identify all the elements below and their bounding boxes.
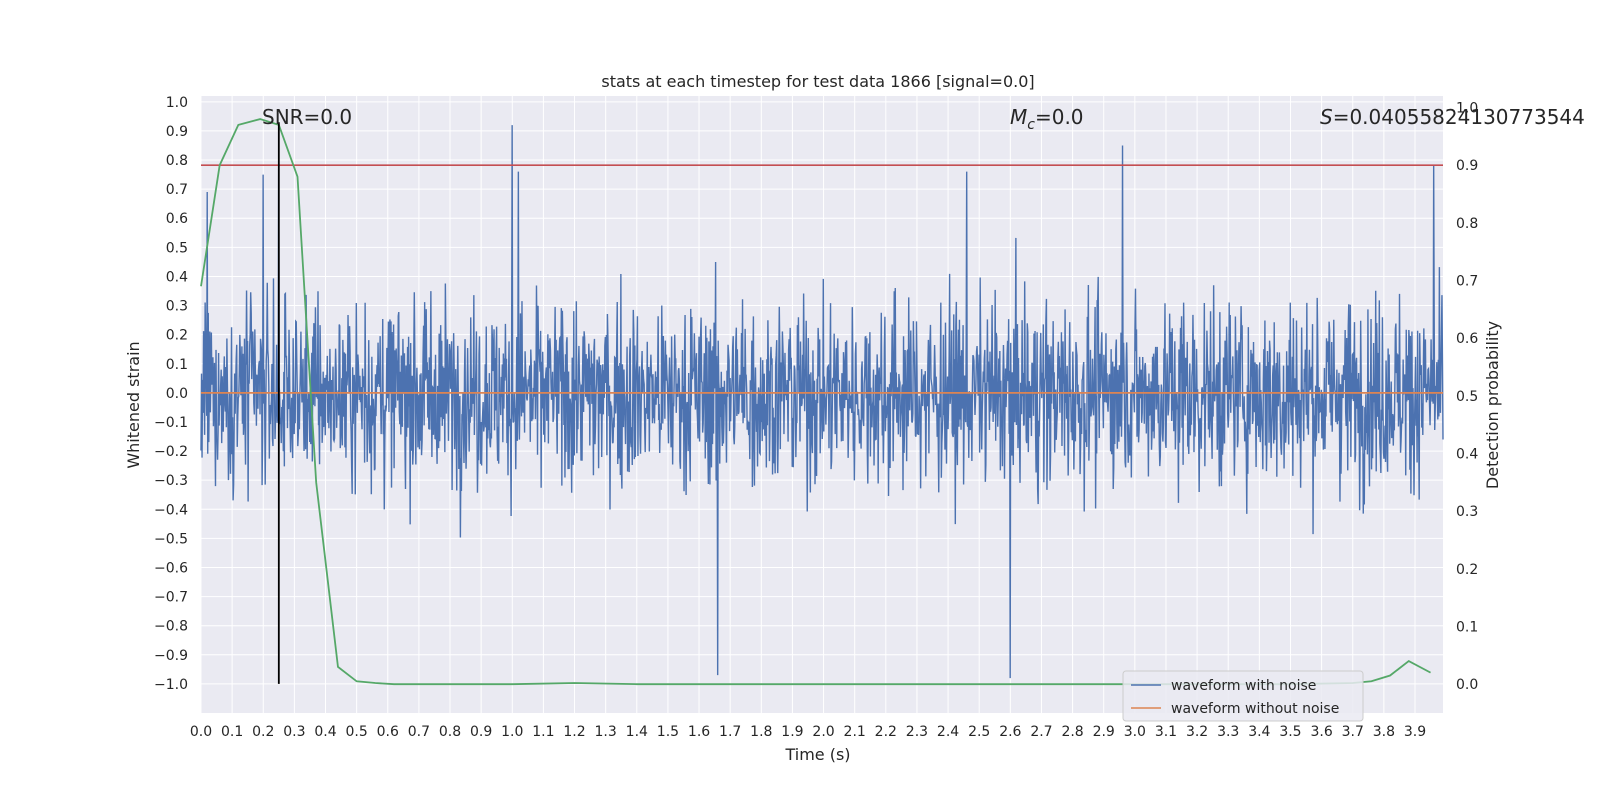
y2-tick-label: 0.8 — [1456, 216, 1478, 232]
x-tick-label: 3.6 — [1310, 724, 1332, 740]
y2-tick-label: 0.6 — [1456, 331, 1478, 347]
legend-label-clean: waveform without noise — [1171, 701, 1339, 717]
y2-tick-label: 0.5 — [1456, 389, 1478, 405]
x-tick-label: 0.4 — [314, 724, 336, 740]
x-tick-label: 2.7 — [1030, 724, 1052, 740]
y2-tick-label: 0.4 — [1456, 447, 1478, 463]
y-tick-label: 1.0 — [166, 95, 188, 111]
series-waveform-with-noise — [200, 125, 1444, 679]
y-tick-label: −0.2 — [154, 444, 188, 460]
y-tick-label: −0.7 — [154, 590, 188, 606]
y-tick-label: 0.2 — [166, 328, 188, 344]
y-axis-label: Whitened strain — [124, 341, 143, 468]
y-tick-label: 0.0 — [166, 386, 188, 402]
snr-annotation: SNR=0.0 — [262, 105, 352, 129]
x-tick-label: 2.8 — [1061, 724, 1083, 740]
x-tick-label: 0.9 — [470, 724, 492, 740]
y2-tick-label: 1.0 — [1456, 101, 1478, 117]
y-tick-label: −0.8 — [154, 619, 188, 635]
x-tick-label: 1.9 — [781, 724, 803, 740]
x-tick-label: 2.3 — [906, 724, 928, 740]
x-tick-label: 3.8 — [1373, 724, 1395, 740]
x-tick-label: 3.5 — [1279, 724, 1301, 740]
x-tick-label: 2.4 — [937, 724, 959, 740]
y-tick-label: −0.4 — [154, 502, 188, 518]
y-tick-label: 0.7 — [166, 182, 188, 198]
y2-tick-label: 0.9 — [1456, 158, 1478, 174]
x-tick-label: 1.6 — [688, 724, 710, 740]
y-tick-label: 0.4 — [166, 269, 188, 285]
chart-title: stats at each timestep for test data 186… — [601, 72, 1034, 91]
s-symbol: S — [1320, 105, 1333, 129]
x-tick-label: 0.0 — [190, 724, 212, 740]
y-tick-label: −0.9 — [154, 648, 188, 664]
x-tick-label: 3.9 — [1404, 724, 1426, 740]
x-tick-label: 0.8 — [439, 724, 461, 740]
x-tick-label: 0.1 — [221, 724, 243, 740]
legend-box — [1122, 670, 1364, 722]
legend-label-noise: waveform with noise — [1171, 678, 1316, 694]
x-tick-label: 1.7 — [719, 724, 741, 740]
y-tick-label: −0.5 — [154, 531, 188, 547]
y-tick-label: −1.0 — [154, 677, 188, 693]
y-tick-label: −0.1 — [154, 415, 188, 431]
x-tick-label: 3.4 — [1248, 724, 1270, 740]
x-tick-label: 0.3 — [283, 724, 305, 740]
y-tick-label: 0.3 — [166, 299, 188, 315]
y-tick-label: 0.8 — [166, 153, 188, 169]
mc-symbol: M — [1010, 105, 1027, 129]
x-tick-label: 3.0 — [1124, 724, 1146, 740]
x-tick-label: 0.7 — [408, 724, 430, 740]
x-tick-label: 2.0 — [812, 724, 834, 740]
y2-tick-label: 0.3 — [1456, 504, 1478, 520]
mc-subscript: c — [1027, 117, 1035, 133]
x-tick-label: 0.5 — [346, 724, 368, 740]
x-tick-label: 1.2 — [563, 724, 585, 740]
s-value: =0.04055824130773544 — [1333, 105, 1585, 129]
mc-annotation: Mc=0.0 — [1010, 105, 1084, 133]
y2-tick-label: 0.0 — [1456, 677, 1478, 693]
x-tick-label: 0.2 — [252, 724, 274, 740]
y-tick-label: 0.1 — [166, 357, 188, 373]
x-tick-label: 3.1 — [1155, 724, 1177, 740]
y-tick-label: 0.5 — [166, 240, 188, 256]
x-tick-label: 2.1 — [844, 724, 866, 740]
x-tick-label: 1.1 — [532, 724, 554, 740]
x-tick-label: 2.2 — [875, 724, 897, 740]
y-tick-label: 0.6 — [166, 211, 188, 227]
x-tick-label: 1.0 — [501, 724, 523, 740]
x-tick-label: 3.3 — [1217, 724, 1239, 740]
y2-tick-label: 0.2 — [1456, 562, 1478, 578]
y2-tick-label: 0.7 — [1456, 274, 1478, 290]
x-tick-label: 2.5 — [968, 724, 990, 740]
y2-axis-label: Detection probability — [1483, 321, 1502, 489]
x-tick-label: 1.8 — [750, 724, 772, 740]
x-tick-label: 3.7 — [1342, 724, 1364, 740]
y2-tick-label: 0.1 — [1456, 620, 1478, 636]
mc-value: =0.0 — [1035, 105, 1084, 129]
y-tick-label: −0.6 — [154, 560, 188, 576]
x-tick-label: 1.4 — [626, 724, 648, 740]
x-tick-label: 3.2 — [1186, 724, 1208, 740]
x-tick-label: 2.9 — [1093, 724, 1115, 740]
legend: waveform with noise waveform without noi… — [1122, 670, 1364, 722]
x-tick-label: 1.3 — [595, 724, 617, 740]
s-annotation: S=0.04055824130773544 — [1320, 105, 1585, 129]
y-tick-label: −0.3 — [154, 473, 188, 489]
x-tick-label: 1.5 — [657, 724, 679, 740]
x-axis-label: Time (s) — [784, 745, 850, 764]
x-tick-label: 2.6 — [999, 724, 1021, 740]
x-tick-label: 0.6 — [377, 724, 399, 740]
y-tick-label: 0.9 — [166, 124, 188, 140]
